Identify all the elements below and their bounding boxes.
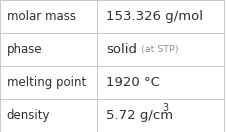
Text: (at STP): (at STP) [140, 45, 178, 54]
Text: 1920 °C: 1920 °C [106, 76, 159, 89]
Text: 153.326 g/mol: 153.326 g/mol [106, 10, 202, 23]
Text: phase: phase [7, 43, 42, 56]
Text: solid: solid [106, 43, 137, 56]
Text: density: density [7, 109, 50, 122]
Text: 5.72 g/cm: 5.72 g/cm [106, 109, 173, 122]
Text: melting point: melting point [7, 76, 86, 89]
Text: 3: 3 [162, 103, 168, 113]
Text: molar mass: molar mass [7, 10, 75, 23]
